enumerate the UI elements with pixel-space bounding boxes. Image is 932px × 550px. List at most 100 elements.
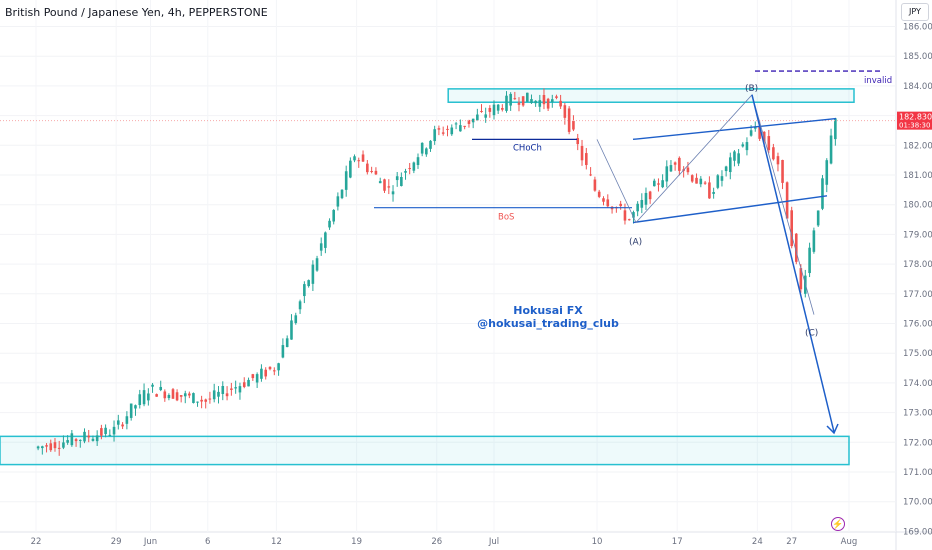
candle-body [530,99,533,104]
x-tick-label: Jul [488,537,499,547]
invalid-label: invalid [864,76,892,86]
candle-body [183,393,187,397]
candle-body [112,426,116,435]
candle-body [665,166,669,182]
candle-body [104,427,107,435]
candle-body [315,258,319,271]
candle-body [669,165,673,172]
candle-body [619,203,622,207]
candle-body [653,180,656,187]
candle-body [383,179,386,191]
candle-body [366,163,369,173]
candle-body [567,108,571,132]
candle-body [534,100,537,104]
candle-body [230,388,233,390]
candle-body [673,162,677,165]
chart-title: British Pound / Japanese Yen, 4h, PEPPER… [5,6,268,19]
candle-body [790,210,793,247]
candle-body [100,428,103,436]
candle-body [36,446,40,449]
supply-zone [447,88,855,103]
candle-body [576,138,580,145]
candle-body [167,395,171,399]
candle-body [281,345,285,358]
candle-body [745,142,749,151]
candle-body [361,154,365,162]
candle-body [441,132,445,134]
candle-body [234,387,237,389]
candle-body [155,394,158,397]
x-tick-label: Jun [143,537,157,547]
currency-button[interactable]: JPY [901,3,929,21]
candle-body [125,416,129,424]
x-tick-label: 24 [752,537,763,547]
candle-body [712,192,715,194]
candle-body [277,363,280,371]
candle-body [690,175,694,182]
projection-arrow-line [751,94,835,433]
candle-body [517,102,521,105]
projection-arrow-head [826,423,839,435]
candle-body [546,98,550,109]
y-tick-label: 170.000 [903,498,932,508]
candle-body [268,366,272,370]
candle-body [400,177,403,187]
wedge-upper-line [632,117,837,141]
candle-body [425,148,428,155]
wave-c-label: (C) [805,329,818,339]
candle-body [78,439,82,441]
candle-body [834,118,837,140]
x-tick-label: 27 [786,537,797,547]
x-tick-label: 6 [205,537,210,547]
candle-body [336,196,340,207]
candle-body [623,210,627,221]
candle-body [785,182,789,219]
candle-body [699,178,703,185]
candle-body [589,174,592,176]
candle-body [437,128,441,130]
candle-body [724,166,728,172]
y-tick-label: 185.000 [903,52,932,62]
candle-body [728,157,732,173]
bos-label: BoS [498,213,514,223]
candle-body [408,168,411,170]
candle-body [695,177,698,184]
candle-body [192,393,195,403]
wedge-lower-line [632,195,828,224]
candle-body [661,180,664,188]
candle-body [593,179,597,191]
candle-body [238,386,242,393]
candle-body [808,247,811,274]
candle-body [200,399,203,402]
candle-body [686,167,690,173]
candle-body [357,160,361,162]
lightning-icon[interactable]: ⚡ [831,517,845,531]
candle-body [708,182,711,199]
candle-body [585,153,588,166]
price-tag-timer: 01:38:30 [899,122,930,130]
candle-body [387,186,391,188]
candle-body [91,438,95,441]
candle-body [53,442,57,449]
candle-body [467,120,471,124]
candle-body [412,162,416,171]
candle-body [70,433,74,446]
x-tick-label: 26 [431,537,442,547]
candle-body [606,199,610,207]
y-tick-label: 174.000 [903,379,932,389]
candle-body [488,107,492,112]
candle-body [463,125,466,127]
candle-body [298,301,302,310]
candle-body [129,403,133,418]
candle-body [95,435,99,442]
candle-body [678,157,681,171]
candle-body [737,153,740,164]
candle-body [825,160,829,185]
candle-body [416,157,420,165]
candle-body [196,401,199,403]
candle-body [433,129,436,142]
candle-body [74,439,78,442]
y-tick-label: 169.000 [903,527,932,537]
watermark-title: Hokusai FX [513,304,583,317]
